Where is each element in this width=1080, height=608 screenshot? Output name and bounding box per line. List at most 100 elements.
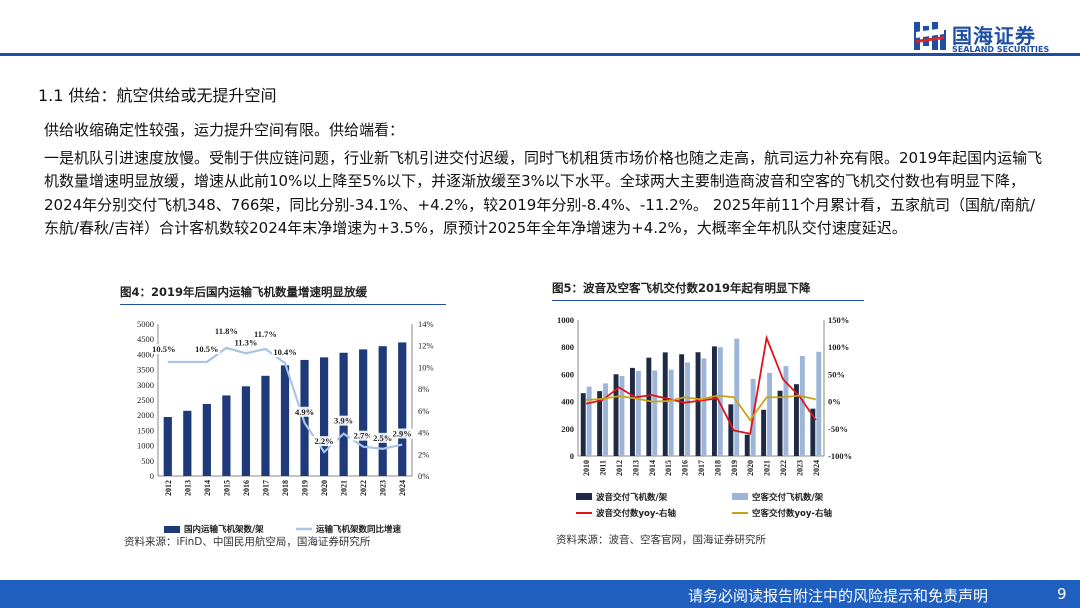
- chart-fig4-bar: [359, 349, 368, 476]
- chart-fig5-bar-boeing: [580, 393, 586, 456]
- chart-fig5-legend-swatch-boeing: [576, 493, 592, 500]
- chart-fig4-ytick-left: 500: [141, 456, 154, 466]
- chart-fig5-xtick: 2024: [812, 460, 821, 476]
- chart-fig5-legend-label-boeing: 波音交付飞机数/架: [596, 492, 668, 503]
- chart-fig4-bar: [261, 375, 270, 476]
- chart-fig4-ytick-left: 4000: [137, 349, 154, 359]
- chart-fig5-bar-airbus: [767, 372, 773, 456]
- chart-fig4-ytick-left: 5000: [137, 319, 154, 329]
- chart-fig4-xtick: 2017: [261, 480, 270, 496]
- section-title: 1.1 供给：航空供给或无提升空间: [38, 86, 277, 105]
- chart-fig4-source: 资料来源：iFinD、中国民用航空局，国海证券研究所: [124, 536, 371, 548]
- chart-fig5-ytick-right: 150%: [828, 315, 849, 325]
- chart-fig4-data-label-bg: [389, 428, 416, 439]
- chart-fig4-ytick-right: 8%: [418, 384, 429, 394]
- chart-fig4-ytick-left: 3000: [137, 380, 154, 390]
- chart-fig5-bar-airbus: [603, 383, 609, 456]
- header-rule: [0, 53, 1080, 56]
- chart-fig4-data-label-bg: [291, 406, 318, 417]
- chart-fig5-ytick-left: 200: [561, 424, 574, 434]
- chart-fig4-bar: [280, 365, 290, 476]
- chart-fig4-ytick-left: 3500: [137, 365, 154, 375]
- chart-fig5-xtick: 2018: [713, 460, 722, 476]
- chart-fig5-xtick: 2013: [631, 460, 640, 476]
- chart-fig4-data-label: 11.7%: [254, 329, 277, 339]
- chart-fig4-ytick-right: 4%: [418, 428, 429, 438]
- chart-fig5-ytick-left: 600: [561, 369, 574, 379]
- chart-fig4-ytick-right: 10%: [418, 362, 434, 372]
- chart-fig4-data-label: 10.4%: [273, 347, 296, 357]
- chart-fig5-line-airbus-yoy: [586, 394, 817, 422]
- chart-fig4-bar: [378, 346, 387, 476]
- chart-fig4-ytick-right: 0%: [418, 471, 429, 481]
- chart-fig5-bar-boeing: [761, 409, 767, 456]
- chart-fig5-title: 图5：波音及空客飞机交付数2019年起有明显下降: [552, 281, 811, 295]
- brand-logo: 国海证券 SEALAND SECURITIES: [912, 18, 1062, 58]
- chart-fig5-ytick-left: 400: [561, 397, 574, 407]
- chart-fig5-bar-airbus: [668, 369, 674, 456]
- chart-fig5-ytick-right: -100%: [828, 451, 852, 461]
- footer-disclaimer: 请务必阅读报告附注中的风险提示和免责声明: [688, 587, 989, 605]
- chart-fig4-data-label-bg: [272, 347, 298, 358]
- chart-fig4-growth-line: [167, 346, 403, 454]
- chart-fig5-legend-label-airbus-yoy: 空客交付数yoy-右轴: [752, 508, 832, 519]
- chart-fig5-bar-boeing: [613, 374, 619, 456]
- chart-fig5-bar-boeing: [744, 434, 750, 456]
- chart-fig4-xtick: 2023: [379, 480, 388, 496]
- chart-fig5-ytick-right: -50%: [828, 424, 848, 434]
- chart-fig4-ytick-right: 2%: [418, 449, 429, 459]
- chart-fig5-xtick: 2011: [599, 460, 608, 476]
- chart-fig5-xtick: 2023: [795, 460, 804, 476]
- brand-name-cn: 国海证券: [952, 24, 1036, 48]
- sealand-logo-icon: [914, 22, 946, 50]
- chart-fig4: 图4：2019年后国内运输飞机数量增速明显放缓 0 500 1000 1500 2000…: [120, 284, 446, 552]
- chart-fig4-xtick: 2019: [301, 480, 310, 496]
- brand-name-en: SEALAND SECURITIES: [952, 45, 1050, 54]
- chart-fig4-data-label: 11.8%: [215, 326, 238, 336]
- chart-fig4-ytick-right: 14%: [418, 319, 434, 329]
- chart-fig4-data-label: 10.5%: [195, 344, 218, 354]
- chart-fig4-xtick: 2013: [183, 480, 192, 496]
- chart-fig5-ytick-left: 800: [561, 342, 574, 352]
- body-text: 供给收缩确定性较强，运力提升空间有限。供给端看： 一是机队引进速度放慢。受制于供…: [44, 119, 1044, 241]
- chart-fig5-xtick: 2022: [779, 460, 788, 476]
- chart-fig4-data-label-bg: [330, 415, 357, 426]
- chart-fig5-ytick-left: 0: [570, 451, 574, 461]
- chart-fig5-xtick: 2017: [697, 460, 706, 476]
- chart-fig5-bar-airbus: [816, 351, 822, 456]
- chart-fig5-bar-boeing: [597, 391, 603, 456]
- chart-fig4-data-label-bg: [311, 436, 338, 447]
- chart-fig4-ytick-left: 0: [150, 471, 154, 481]
- chart-fig5-bar-airbus: [635, 370, 641, 456]
- chart-fig4-data-label-bg: [213, 325, 240, 336]
- chart-fig5-bar-airbus: [619, 376, 625, 456]
- chart-fig4-legend-label-bars: 国内运输飞机架数/架: [184, 524, 264, 535]
- chart-fig4-legend-swatch-bars: [164, 526, 180, 533]
- chart-fig4-data-label-bg: [193, 344, 220, 354]
- chart-fig4-bar: [319, 357, 329, 476]
- chart-fig5-xtick: 2020: [746, 460, 755, 476]
- chart-fig5-legend-label-airbus: 空客交付飞机数/架: [752, 492, 824, 503]
- chart-fig5-ytick-right: 100%: [828, 342, 849, 352]
- chart-fig4-xtick: 2016: [242, 480, 251, 496]
- lead-paragraph: 供给收缩确定性较强，运力提升空间有限。供给端看：: [44, 121, 405, 139]
- chart-fig5-bar-airbus: [799, 356, 805, 456]
- chart-fig4-ytick-left: 4500: [137, 334, 154, 344]
- chart-fig4-data-label-bg: [252, 328, 279, 339]
- chart-fig5-bar-boeing: [711, 346, 717, 456]
- chart-fig4-legend-label-line: 运输飞机架数同比增速: [316, 524, 402, 535]
- chart-fig4-data-label: 10.5%: [152, 344, 175, 354]
- chart-fig5-xtick: 2019: [730, 460, 739, 476]
- chart-fig4-xtick: 2024: [398, 480, 407, 496]
- chart-fig5-bar-airbus: [717, 347, 723, 456]
- chart-fig5-xtick: 2021: [763, 460, 772, 476]
- chart-fig4-xtick: 2014: [203, 480, 212, 496]
- chart-fig4-rule: [120, 304, 446, 305]
- chart-fig4-data-label-bg: [150, 344, 177, 354]
- chart-fig5-ytick-right: 50%: [828, 369, 845, 379]
- chart-fig4-data-label: 2.2%: [315, 436, 334, 446]
- page-number: 9: [1057, 585, 1067, 603]
- chart-fig5-bar-boeing: [695, 352, 701, 456]
- chart-fig4-xtick: 2020: [320, 480, 329, 496]
- chart-fig5-bar-boeing: [777, 390, 783, 456]
